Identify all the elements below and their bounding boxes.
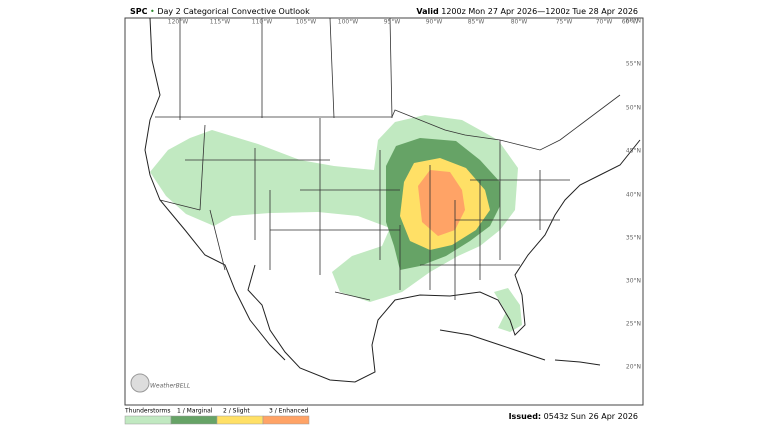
coastline <box>439 329 601 366</box>
legend: Thunderstorms 1 / Marginal 2 / Slight 3 / E… <box>124 408 310 425</box>
logo: WeatherBELL <box>150 383 190 390</box>
state-lines <box>159 199 371 301</box>
logo-icon <box>130 373 150 393</box>
longitude-label: 110°W <box>252 19 272 26</box>
longitude-label: 105°W <box>296 19 316 26</box>
latitude-label: 50°N <box>626 105 641 112</box>
longitude-label: 90°W <box>426 19 443 26</box>
latitude-label: 20°N <box>626 364 641 371</box>
legend-swatch <box>170 415 218 425</box>
latitude-label: 40°N <box>626 192 641 199</box>
latitude-label: 45°N <box>626 148 641 155</box>
longitude-label: 75°W <box>556 19 573 26</box>
legend-label: Thunderstorms <box>124 408 171 415</box>
latitude-label: 30°N <box>626 278 641 285</box>
longitude-labels: 120°W 115°W 110°W 105°W 100°W 95°W 90°W 85°W 80°… <box>168 19 639 26</box>
state-lines <box>179 17 570 300</box>
latitude-label: 60°N <box>626 18 641 25</box>
longitude-label: 100°W <box>338 19 358 26</box>
map: 120°W 115°W 110°W 105°W 100°W 95°W 90°W 85°W 80°… <box>124 17 644 406</box>
latitude-labels: 60°N 55°N 50°N 45°N 40°N 35°N 30°N 25°N 20°N <box>626 18 641 371</box>
longitude-label: 85°W <box>468 19 485 26</box>
latitude-label: 25°N <box>626 321 641 328</box>
header-title: SPC • Day 2 Categorical Convective Outlo… <box>130 7 310 16</box>
issued: Issued: 0543z Sun 26 Apr 2026 <box>509 412 638 421</box>
header-valid: Valid 1200z Mon 27 Apr 2026—1200z Tue 28… <box>416 7 638 16</box>
legend-label: 2 / Slight <box>223 408 250 415</box>
longitude-label: 95°W <box>384 19 401 26</box>
legend-label: 1 / Marginal <box>177 408 213 415</box>
coastline <box>144 17 641 383</box>
legend-swatch <box>262 415 310 425</box>
legend-swatch <box>124 415 172 425</box>
longitude-label: 80°W <box>511 19 528 26</box>
longitude-label: 70°W <box>596 19 613 26</box>
latitude-label: 35°N <box>626 235 641 242</box>
longitude-label: 120°W <box>168 19 188 26</box>
legend-swatch <box>216 415 264 425</box>
legend-label: 3 / Enhanced <box>269 408 309 415</box>
longitude-label: 115°W <box>210 19 230 26</box>
latitude-label: 55°N <box>626 61 641 68</box>
longitude-label: 60°W <box>622 19 639 26</box>
thunderstorm-area <box>494 288 522 332</box>
